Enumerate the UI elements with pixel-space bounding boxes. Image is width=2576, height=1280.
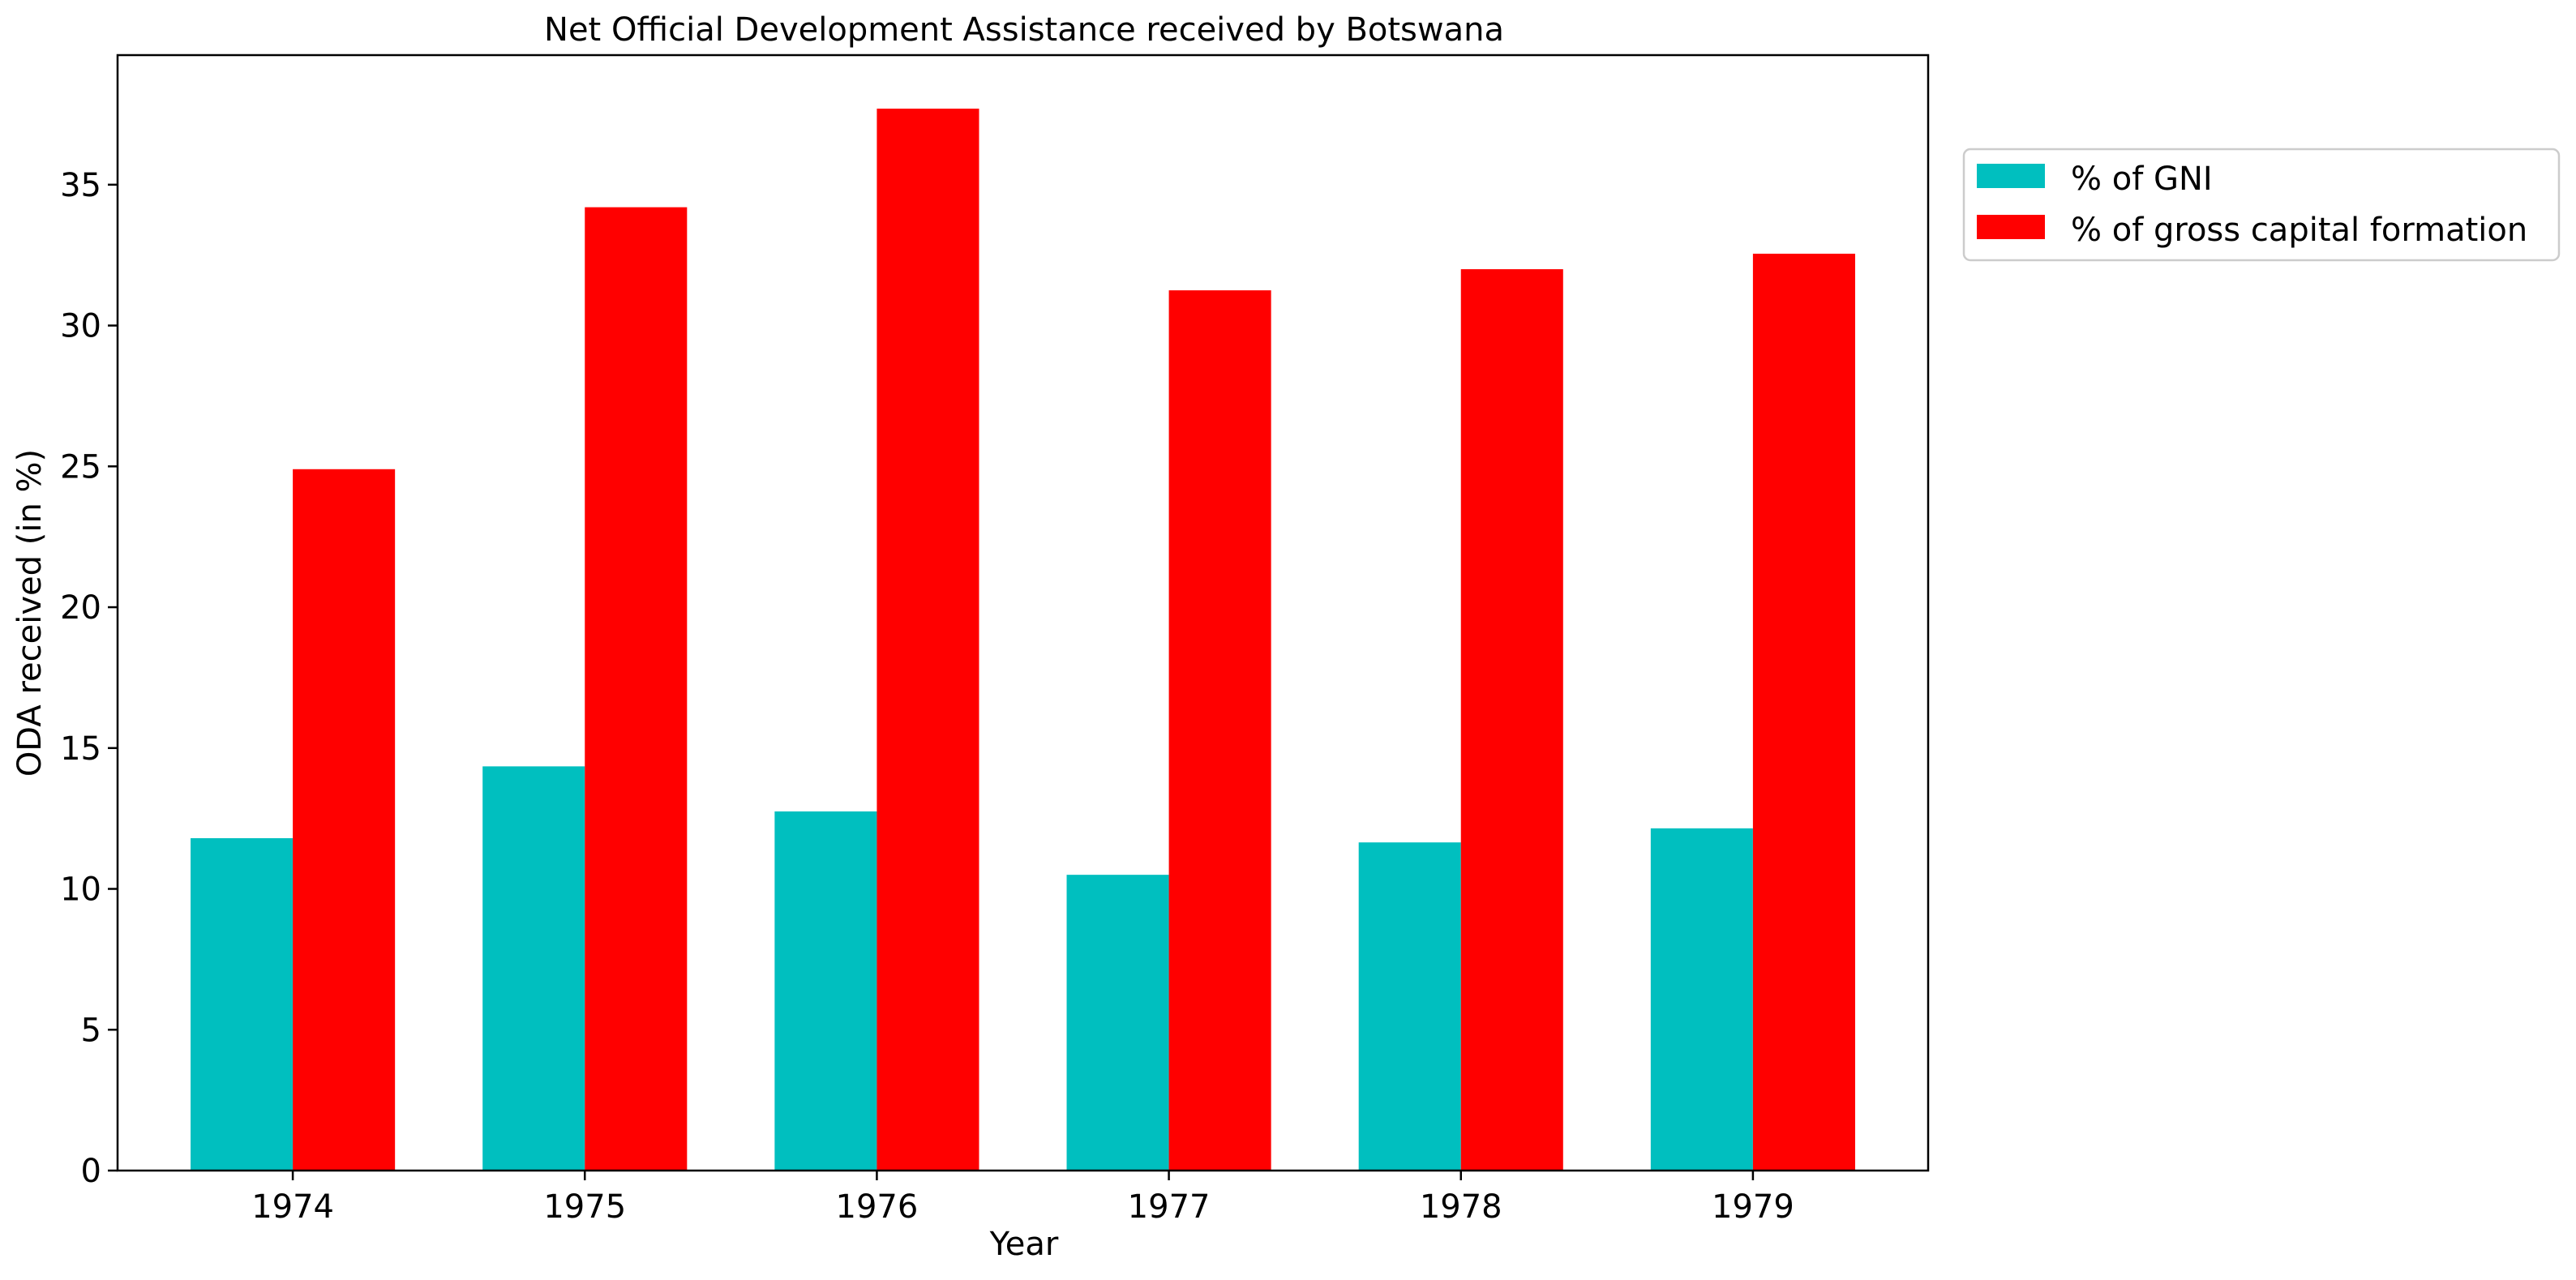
y-tick-label: 30 <box>60 308 101 345</box>
bar-of-gni-1979 <box>1650 828 1753 1171</box>
x-tick-label: 1974 <box>251 1188 334 1226</box>
bar-of-gni-1975 <box>482 766 585 1171</box>
x-axis-title: Year <box>989 1226 1059 1263</box>
bar-of-gni-1978 <box>1358 842 1461 1171</box>
bar-of-gross-capital-formation-1978 <box>1460 269 1563 1171</box>
x-tick-label: 1977 <box>1128 1188 1211 1226</box>
x-tick-label: 1979 <box>1712 1188 1794 1226</box>
bars-group <box>191 109 1855 1171</box>
legend-swatch-gni <box>1977 164 2045 188</box>
bar-of-gross-capital-formation-1975 <box>585 207 688 1171</box>
y-axis-title: ODA received (in %) <box>11 449 49 777</box>
plot-area-frame <box>116 54 1930 1172</box>
legend: % of GNI % of gross capital formation <box>1962 148 2561 262</box>
x-tick-label: 1976 <box>836 1188 919 1226</box>
legend-frame <box>1962 148 2561 262</box>
y-tick-label: 5 <box>81 1012 101 1049</box>
legend-swatch-gross-capital-formation <box>1977 215 2045 239</box>
y-tick-label: 20 <box>60 589 101 627</box>
chart-title: Net Official Development Assistance rece… <box>544 11 1504 49</box>
bar-of-gross-capital-formation-1977 <box>1168 290 1271 1171</box>
x-axis-ticks: 1974 1975 1976 1977 1978 1979 <box>251 1171 1794 1226</box>
y-tick-label: 35 <box>60 167 101 204</box>
y-tick-label: 10 <box>60 871 101 909</box>
x-tick-label: 1975 <box>543 1188 626 1226</box>
bar-of-gni-1974 <box>191 837 294 1171</box>
y-tick-label: 0 <box>81 1153 101 1190</box>
legend-label-gni: % of GNI <box>2071 161 2213 198</box>
y-tick-label: 25 <box>60 448 101 486</box>
x-tick-label: 1978 <box>1420 1188 1502 1226</box>
legend-label-gross-capital-formation: % of gross capital formation <box>2071 212 2527 249</box>
bar-of-gross-capital-formation-1979 <box>1752 253 1855 1171</box>
bar-of-gni-1977 <box>1066 875 1169 1171</box>
y-axis-ticks: 0 5 10 15 20 25 30 35 <box>60 167 118 1190</box>
bar-of-gross-capital-formation-1974 <box>293 469 396 1171</box>
bar-of-gross-capital-formation-1976 <box>877 109 979 1171</box>
bar-of-gni-1976 <box>774 811 877 1171</box>
y-tick-label: 15 <box>60 730 101 768</box>
